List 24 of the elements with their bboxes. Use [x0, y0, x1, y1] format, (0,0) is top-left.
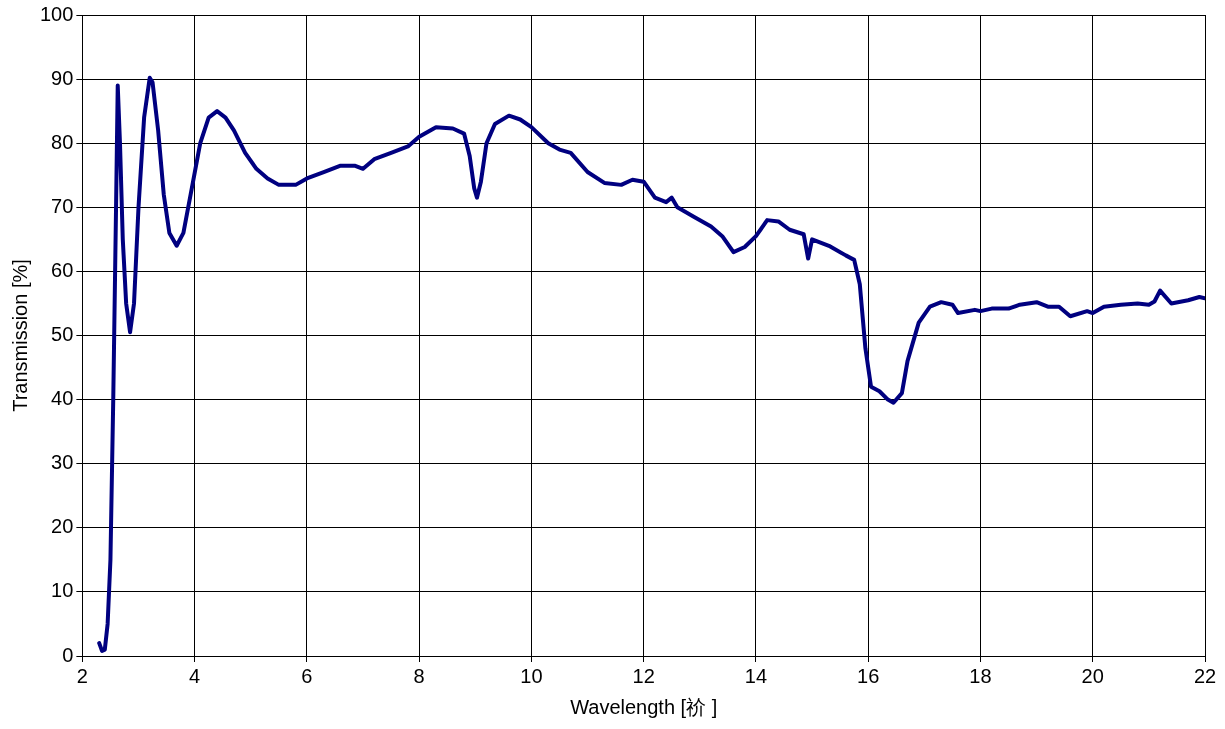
x-axis-title: Wavelength [祄 ]	[570, 695, 718, 718]
x-tick-label: 14	[744, 664, 768, 687]
y-tick-label: 50	[51, 323, 74, 346]
x-tick-label: 22	[1193, 664, 1217, 687]
y-tick-label: 40	[51, 387, 74, 410]
x-tick-label: 12	[632, 664, 655, 687]
x-tick-label: 18	[969, 664, 992, 687]
x-tick-label: 10	[520, 664, 543, 687]
y-tick-label: 20	[51, 515, 74, 538]
x-tick-label: 16	[857, 664, 880, 687]
y-tick-label: 100	[39, 2, 74, 25]
y-tick-label: 80	[51, 130, 74, 153]
y-tick-label: 0	[62, 643, 74, 666]
x-tick-label: 8	[413, 664, 425, 687]
y-tick-label: 10	[51, 579, 74, 602]
x-tick-label: 4	[189, 664, 201, 687]
x-tick-label: 6	[301, 664, 313, 687]
y-tick-label: 90	[51, 66, 74, 89]
y-tick-label: 60	[51, 258, 74, 281]
y-axis-title: Transmission [%]	[8, 259, 31, 412]
y-tick-label: 70	[51, 194, 74, 217]
x-tick-label: 2	[76, 664, 88, 687]
x-tick-label: 20	[1081, 664, 1104, 687]
y-tick-label: 30	[51, 451, 74, 474]
